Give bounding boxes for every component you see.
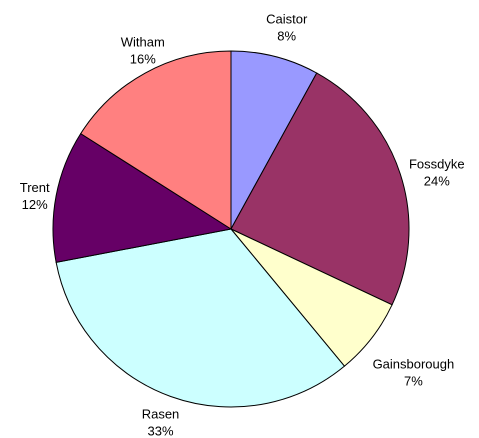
slice-label-trent: Trent 12%	[20, 180, 50, 212]
slice-label-fossdyke: Fossdyke 24%	[409, 157, 465, 189]
slice-percent-label: 12%	[22, 197, 48, 212]
slice-category-label: Witham	[121, 35, 165, 50]
slice-percent-label: 24%	[424, 174, 450, 189]
slice-category-label: Caistor	[266, 12, 308, 27]
slice-label-rasen: Rasen 33%	[142, 407, 180, 438]
slice-percent-label: 7%	[404, 374, 423, 389]
slice-percent-label: 8%	[277, 29, 296, 44]
slice-category-label: Gainsborough	[373, 357, 455, 372]
slice-category-label: Trent	[20, 180, 50, 195]
slice-label-witham: Witham 16%	[121, 35, 165, 67]
slice-percent-label: 33%	[147, 424, 173, 438]
slice-percent-label: 16%	[130, 52, 156, 67]
slices-layer	[53, 51, 409, 407]
slice-label-gainsborough: Gainsborough 7%	[373, 357, 455, 389]
slice-category-label: Fossdyke	[409, 157, 465, 172]
slice-label-caistor: Caistor 8%	[266, 12, 308, 44]
slice-category-label: Rasen	[142, 407, 180, 422]
